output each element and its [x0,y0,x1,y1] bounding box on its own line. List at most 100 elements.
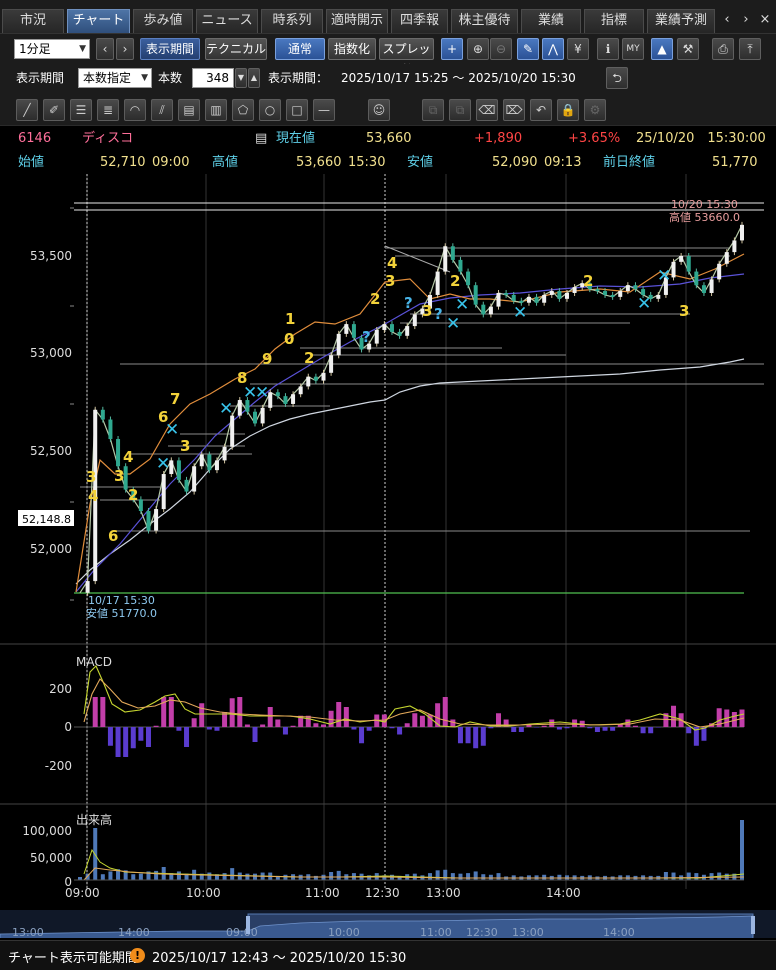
fan-tool-icon[interactable]: ⫽ [151,99,173,121]
count-marker: 2 [583,272,593,290]
delete-all-tool-icon[interactable]: ⌦ [503,99,525,121]
period-mode-select[interactable]: 本数指定 ▼ [78,68,152,88]
channel-tool-icon[interactable]: ▤ [178,99,200,121]
macd-bar [359,727,365,744]
time-tick: 10:00 [186,886,221,900]
cursor-price-label: 52,148.8 [22,513,71,526]
circle-tool-icon[interactable]: ○ [259,99,281,121]
navigator-left-handle[interactable] [246,916,250,934]
macd-label: MACD [76,655,112,669]
next-icon[interactable]: › [116,38,134,60]
tab-disclosure[interactable]: 適時開示 [326,9,388,33]
candle-body [154,509,159,531]
candle-body [679,256,684,262]
tab-next-icon[interactable]: › [743,12,749,27]
info-icon[interactable]: ℹ [597,38,619,60]
tab-indicators[interactable]: 指標 [584,9,644,33]
price-axis-ticks [70,207,74,601]
zoom-out-icon[interactable]: ⊖ [490,38,512,60]
candle-body [557,291,562,299]
export-icon[interactable]: ⤒ [739,38,761,60]
arc-tool-icon[interactable]: ◠ [124,99,146,121]
yen-icon[interactable]: ¥ [567,38,589,60]
price-chart[interactable]: 53,500 53,000 52,500 52,000 52,148.8 [0,174,776,940]
normal-button[interactable]: 通常 [275,38,325,60]
volume-bar [169,873,174,880]
fib-tool-icon[interactable]: ▥ [205,99,227,121]
pentagon-tool-icon[interactable]: ⬠ [232,99,254,121]
trendline-tool-icon[interactable]: ╱ [16,99,38,121]
tab-benefit[interactable]: 株主優待 [451,9,518,33]
interval-select[interactable]: 1分足 ▼ [14,39,90,59]
tab-shikiho[interactable]: 四季報 [391,9,448,33]
candle-body [108,419,113,439]
tab-news[interactable]: ニュース [196,9,258,33]
pen-icon[interactable]: ✎ [517,38,539,60]
line-tool-icon[interactable]: — [313,99,335,121]
undo-tool-icon[interactable]: ↶ [530,99,552,121]
tab-prev-icon[interactable]: ‹ [724,12,730,27]
tab-market[interactable]: 市況 [2,9,64,33]
tab-close-icon[interactable]: × [759,12,771,27]
high-label: 高値 [212,155,239,170]
count-marker: 6 [108,527,118,545]
wrench-icon[interactable]: ⚒ [677,38,699,60]
copy-tool-icon[interactable]: ⧉ [422,99,444,121]
volume-bar [443,869,448,880]
index-button[interactable]: 指数化 [328,38,376,60]
tab-results[interactable]: 業績 [521,9,581,33]
candle-body [116,438,121,467]
navigator-right-handle[interactable] [751,916,755,934]
candle-body [184,479,189,492]
paste-tool-icon[interactable]: ⧉ [449,99,471,121]
area-chart-icon[interactable]: ▲ [651,38,673,60]
display-period-button[interactable]: 表示期間 [140,38,200,60]
candle-body [245,400,250,412]
candle-body [412,314,417,327]
candle-body [313,376,318,381]
volume-bar [466,873,471,880]
chevron-down-icon: ▼ [141,73,148,83]
tab-timeseries[interactable]: 時系列 [261,9,323,33]
candle-body [214,460,219,471]
zoom-in-icon[interactable]: ⊕ [467,38,489,60]
count-down-icon[interactable]: ▼ [235,68,247,88]
count-up-icon[interactable]: ▲ [248,68,260,88]
change-value: +1,890 [474,131,523,146]
hline-multi-tool-icon[interactable]: ≣ [97,99,119,121]
rect-tool-icon[interactable]: □ [286,99,308,121]
tab-forecast[interactable]: 業績予測 [647,9,715,33]
signal-icon[interactable]: ⋀ [542,38,564,60]
reset-icon[interactable]: ⮌ [606,67,628,89]
stock-name: ディスコ [82,131,134,146]
volume-bar [382,875,387,880]
icon-stamp-tool-icon[interactable]: ☺ [368,99,390,121]
technical-button[interactable]: テクニカル [205,38,267,60]
candle-body [321,372,326,381]
hline-tool-icon[interactable]: ☰ [70,99,92,121]
tab-tick[interactable]: 歩み値 [133,9,193,33]
warning-icon[interactable]: ! [130,948,145,963]
macd-tick: 0 [64,720,72,734]
spread-button[interactable]: スプレッド [379,38,434,76]
volume-bar [663,872,668,880]
count-input[interactable]: 348 [192,68,234,88]
eraser-tool-icon[interactable]: ✐ [43,99,65,121]
my-chart-icon[interactable]: MY [622,38,644,60]
macd-bar [457,727,463,744]
navigator-tick: 14:00 [603,926,635,939]
price-axis: 53,500 53,000 52,500 52,000 52,148.8 [18,249,74,556]
cross-marker: ✕ [156,454,170,474]
tab-chart[interactable]: チャート [67,9,130,33]
prev-icon[interactable]: ‹ [96,38,114,60]
lock-tool-icon[interactable]: 🔒 [557,99,579,121]
cross-marker: ✕ [637,294,651,314]
plus-icon[interactable]: + [441,38,463,60]
delete-tool-icon[interactable]: ⌫ [476,99,498,121]
cross-marker: ✕ [455,295,469,315]
volume-bar [686,872,691,880]
document-icon[interactable]: ▤ [255,131,268,146]
candle-body [740,224,744,241]
settings-tool-icon[interactable]: ⚙ [584,99,606,121]
print-icon[interactable]: ⎙ [712,38,734,60]
